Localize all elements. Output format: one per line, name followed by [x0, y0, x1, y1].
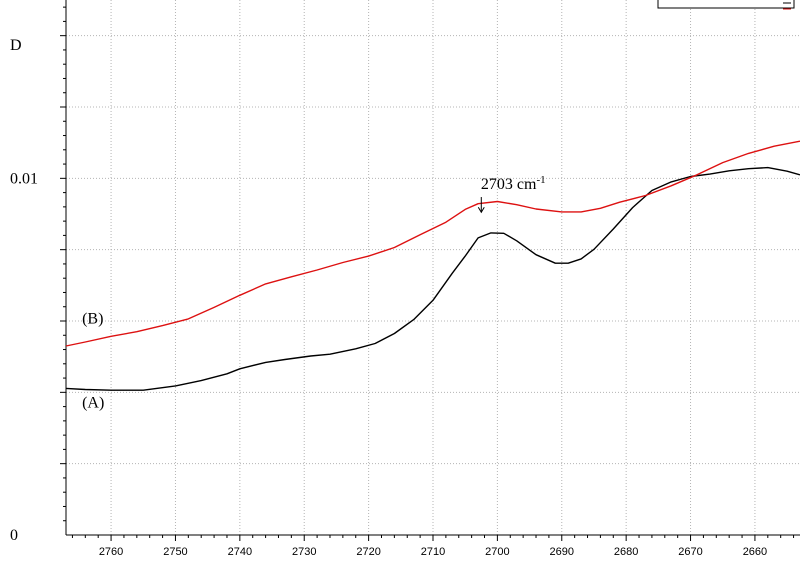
- x-tick-label: 2740: [228, 546, 252, 558]
- annotation-value: 2703 cm: [481, 176, 537, 193]
- legend-box: [657, 0, 795, 10]
- series: [65, 140, 800, 391]
- x-tick-label: 2690: [550, 546, 574, 558]
- x-tick-label: 2670: [678, 546, 702, 558]
- annotation: 2703 cm-1: [477, 174, 546, 214]
- x-tick-label: 2720: [356, 546, 380, 558]
- legend-frame: [657, 0, 795, 9]
- y-tick-label: 0.01: [10, 170, 38, 187]
- x-tick-label: 2760: [99, 546, 123, 558]
- x-tick-label: 2730: [292, 546, 316, 558]
- series-line-b: [65, 140, 800, 347]
- annotation-text: 2703 cm-1: [481, 174, 546, 193]
- series-line-a: [65, 166, 800, 391]
- x-tick-label: 2660: [743, 546, 767, 558]
- labels: D (A) (B): [10, 37, 104, 411]
- grid-lines: [66, 0, 800, 535]
- annotation-arrowhead: [477, 206, 485, 214]
- x-tick-label: 2710: [421, 546, 445, 558]
- x-tick-label: 2750: [163, 546, 187, 558]
- x-tick-label: 2680: [614, 546, 638, 558]
- annotation-superscript: -1: [536, 174, 545, 186]
- x-ticks: 2760 2750 2740 2730 2720 2710 2700 2690 2680 2670…: [71, 535, 795, 558]
- y-tick-label: 0: [10, 527, 18, 544]
- series-label-b: (B): [82, 310, 103, 327]
- y-axis-label: D: [10, 37, 22, 54]
- y-ticks: 00.01: [10, 6, 66, 544]
- x-tick-label: 2700: [485, 546, 509, 558]
- series-label-a: (A): [82, 394, 104, 411]
